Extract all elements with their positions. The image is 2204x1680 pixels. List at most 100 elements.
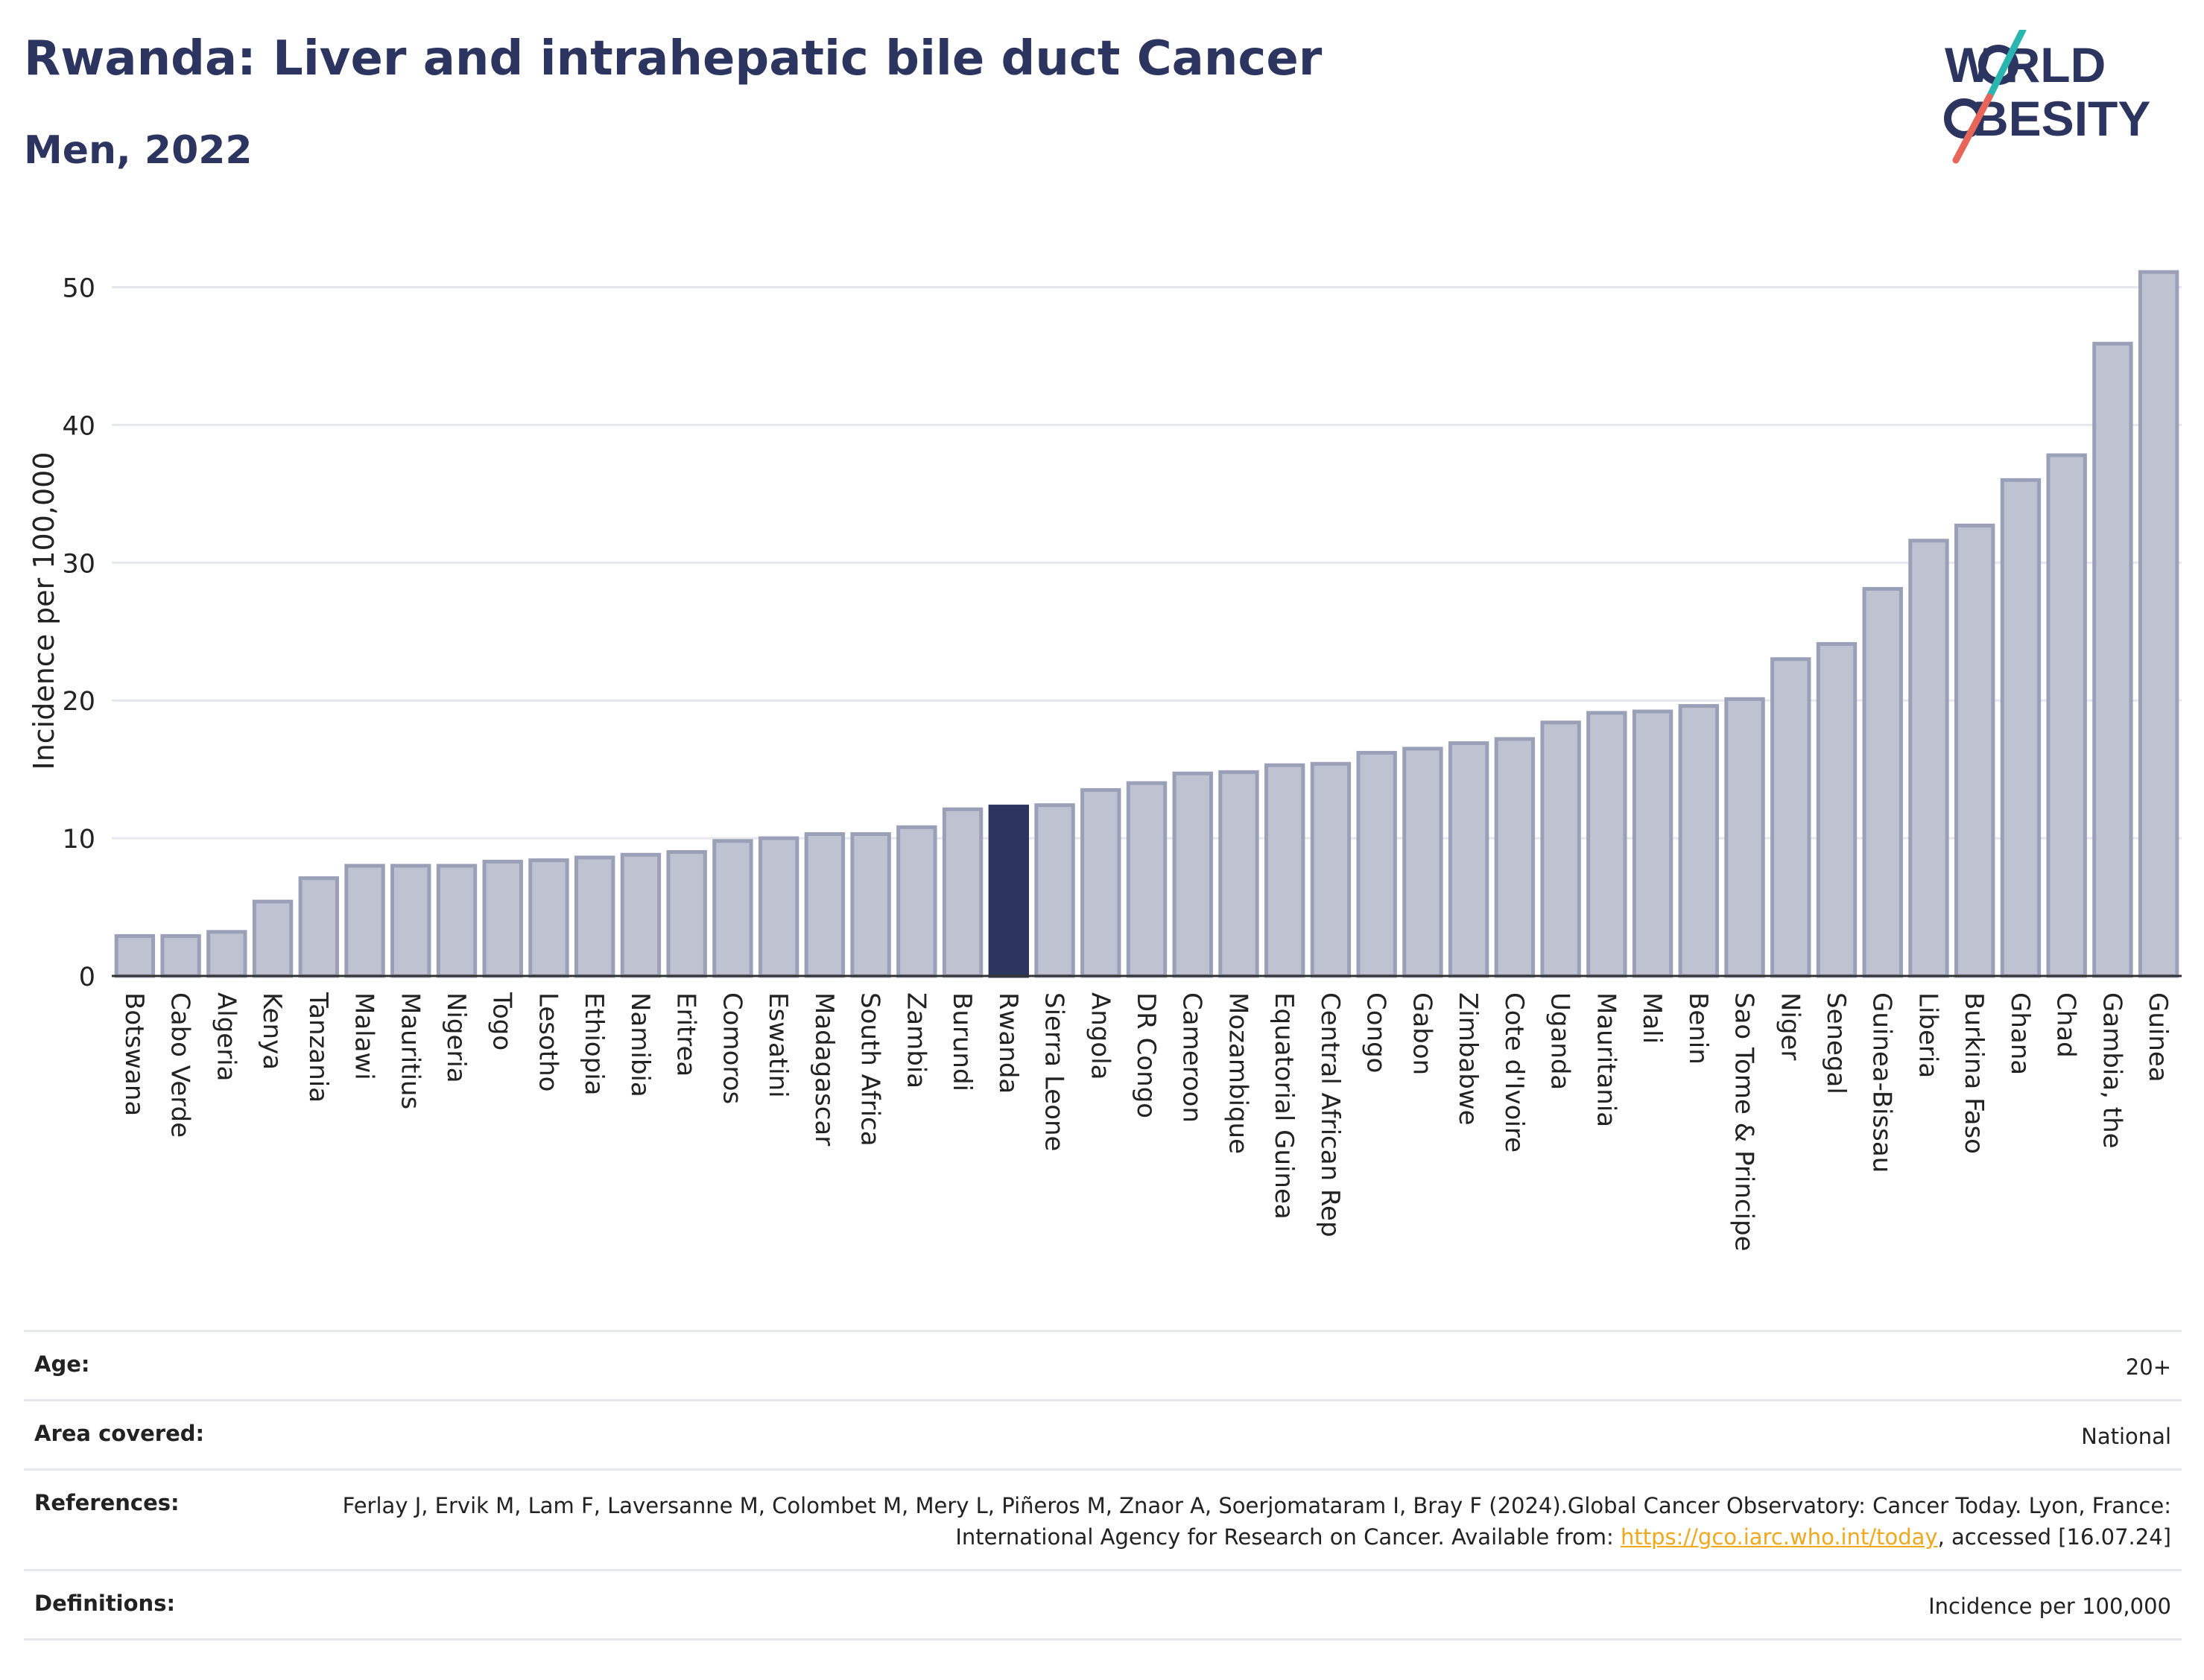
x-tick-label: Comoros	[717, 992, 747, 1104]
bar	[1080, 787, 1121, 978]
x-tick-label: Guinea	[2143, 992, 2173, 1083]
x-tick-label: Eswatini	[763, 992, 793, 1098]
x-tick-label: DR Congo	[1131, 992, 1161, 1118]
x-tick-label: Mali	[1637, 992, 1667, 1044]
bar	[160, 933, 201, 978]
bar	[1218, 770, 1259, 978]
references-suffix: , accessed [16.07.24]	[1937, 1524, 2171, 1550]
logo-slash-top	[1986, 30, 2027, 101]
bar	[2092, 341, 2133, 978]
bar-chart: 0 10 20 30 40 50 Incidence per 100,000 Botswana…	[28, 270, 2182, 1252]
x-tick-label: Ethiopia	[579, 992, 609, 1095]
bar	[482, 860, 523, 978]
x-tick-label: Angola	[1085, 992, 1115, 1080]
info-label-area: Area covered:	[34, 1421, 205, 1447]
bar	[1816, 641, 1858, 978]
info-label-age: Age:	[34, 1351, 90, 1377]
y-tick-label: 0	[79, 963, 95, 992]
bar	[712, 839, 753, 978]
x-tick-label: Equatorial Guinea	[1269, 992, 1299, 1220]
x-tick-label: Kenya	[257, 992, 287, 1070]
bar	[1126, 781, 1168, 978]
bar	[1494, 737, 1536, 978]
bar	[390, 863, 431, 978]
x-tick-label: Guinea-Bissau	[1867, 992, 1897, 1173]
y-tick-label: 50	[62, 273, 95, 303]
bar	[1310, 761, 1352, 978]
bar	[896, 825, 937, 978]
x-tick-label: Tanzania	[303, 992, 333, 1103]
bar	[804, 832, 846, 978]
bar	[758, 836, 799, 978]
info-value-definitions: Incidence per 100,000	[1928, 1594, 2171, 1620]
bar	[620, 852, 662, 978]
world-obesity-logo: W RLD BESITY	[1944, 30, 2150, 164]
bar	[114, 933, 156, 978]
y-tick-label: 40	[62, 411, 95, 441]
info-value-area: National	[2081, 1424, 2171, 1450]
bar	[850, 832, 891, 978]
x-tick-label: Namibia	[625, 992, 655, 1097]
x-tick-label: Madagascar	[809, 992, 839, 1146]
info-row-area: Area covered: National	[24, 1399, 2182, 1468]
logo-line2: BESITY	[1973, 91, 2150, 146]
info-label-references: References:	[34, 1490, 180, 1516]
chart-subtitle: Men, 2022	[24, 128, 253, 173]
bar	[1954, 523, 1995, 978]
bar	[1770, 657, 1811, 978]
x-tick-label: Liberia	[1913, 992, 1942, 1078]
bar	[436, 863, 478, 978]
x-tick-label: Zambia	[901, 992, 931, 1088]
x-tick-label: Senegal	[1821, 992, 1851, 1094]
x-tick-label: Benin	[1683, 992, 1713, 1065]
bar	[988, 805, 1029, 978]
bar	[1034, 803, 1075, 978]
x-tick-label: Chad	[2051, 992, 2081, 1058]
x-tick-label: Zimbabwe	[1453, 992, 1483, 1126]
chart-title: Rwanda: Liver and intrahepatic bile duct…	[24, 31, 1323, 86]
x-tick-label: Cote d'Ivoire	[1499, 992, 1529, 1153]
info-row-references: References: Ferlay J, Ervik M, Lam F, La…	[24, 1468, 2182, 1569]
x-tick-label: Niger	[1775, 992, 1805, 1060]
x-tick-label: Uganda	[1545, 992, 1575, 1090]
references-text: Ferlay J, Ervik M, Lam F, Laversanne M, …	[342, 1493, 2171, 1550]
x-tick-label: Lesotho	[533, 992, 563, 1091]
y-axis-label: Incidence per 100,000	[28, 451, 60, 770]
bar	[252, 899, 294, 978]
y-tick-label: 10	[62, 825, 95, 855]
x-tick-label: Malawi	[349, 992, 379, 1080]
bar	[574, 855, 615, 978]
info-value-references: Ferlay J, Ervik M, Lam F, Laversanne M, …	[308, 1490, 2171, 1553]
bar	[2138, 270, 2179, 978]
bar	[344, 863, 385, 978]
bar	[1356, 750, 1397, 978]
bar	[206, 930, 247, 978]
bar	[1402, 747, 1443, 978]
bar	[1908, 539, 1949, 978]
bar	[2046, 453, 2087, 978]
y-tick-label: 20	[62, 687, 95, 717]
bar	[1448, 741, 1489, 978]
x-tick-label: Congo	[1361, 992, 1391, 1073]
logo-line1: W RLD	[1945, 37, 2106, 92]
x-tick-label: Central African Rep	[1315, 992, 1345, 1237]
x-tick-label: Eritrea	[671, 992, 701, 1077]
y-tick-label: 30	[62, 549, 95, 579]
x-tick-label: Burkina Faso	[1959, 992, 1989, 1154]
bar	[1264, 763, 1305, 978]
references-link[interactable]: https://gco.iarc.who.int/today	[1620, 1524, 1938, 1550]
bar	[1540, 720, 1581, 978]
x-tick-label: Cabo Verde	[165, 992, 195, 1138]
bar	[1632, 709, 1673, 978]
x-tick-label: Algeria	[211, 992, 241, 1081]
x-tick-label: South Africa	[855, 992, 885, 1147]
bar	[528, 858, 569, 978]
x-tick-label: Gabon	[1407, 992, 1437, 1075]
x-tick-label: Botswana	[119, 992, 149, 1116]
info-label-definitions: Definitions:	[34, 1591, 176, 1617]
x-tick-label: Nigeria	[441, 992, 471, 1083]
bar	[666, 850, 707, 978]
info-row-age: Age: 20+	[24, 1330, 2182, 1399]
bar	[1724, 697, 1765, 978]
bar	[942, 807, 984, 978]
